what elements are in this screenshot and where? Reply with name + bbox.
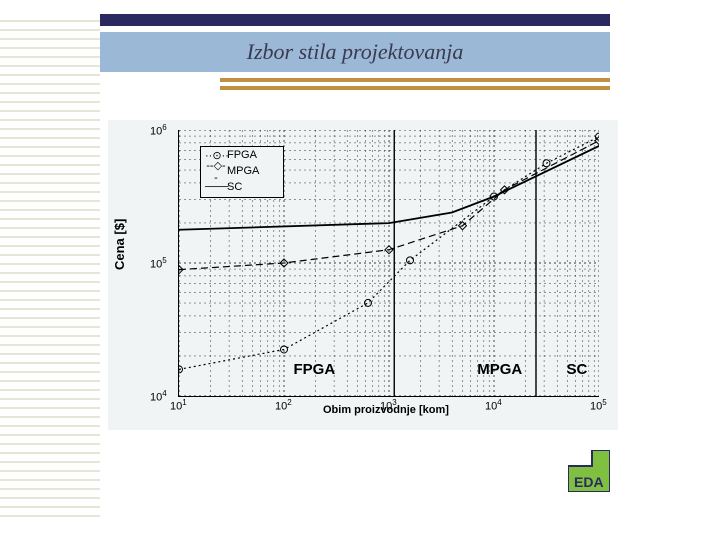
region-label: SC [567, 361, 588, 378]
accent-rule [220, 78, 610, 82]
region-label: FPGA [294, 361, 336, 378]
cost-chart: Cena [$] Obim proizvodnje [kom] ··⊙··FPG… [108, 120, 618, 430]
x-tick: 104 [485, 398, 502, 413]
x-tick: 102 [275, 398, 292, 413]
legend-item: --◇--MPGA [201, 163, 283, 179]
header-bar [100, 14, 610, 26]
y-tick: 104 [150, 389, 167, 404]
x-tick: 103 [380, 398, 397, 413]
y-tick: 106 [150, 123, 167, 138]
slide: Izbor stila projektovanja Cena [$] Obim … [0, 0, 720, 540]
accent-rule [220, 86, 610, 90]
y-axis-label: Cena [$] [112, 219, 127, 270]
y-tick: 105 [150, 256, 167, 271]
x-tick: 101 [170, 398, 187, 413]
legend: ··⊙··FPGA --◇--MPGA ───SC [200, 146, 284, 198]
region-label: MPGA [477, 361, 522, 378]
x-tick: 105 [590, 398, 607, 413]
decorative-stripes [0, 20, 100, 520]
title-band: Izbor stila projektovanja [100, 32, 610, 72]
eda-logo: EDA [568, 450, 610, 492]
page-title: Izbor stila projektovanja [247, 39, 464, 65]
legend-item: ───SC [201, 179, 283, 195]
svg-text:EDA: EDA [574, 474, 604, 490]
